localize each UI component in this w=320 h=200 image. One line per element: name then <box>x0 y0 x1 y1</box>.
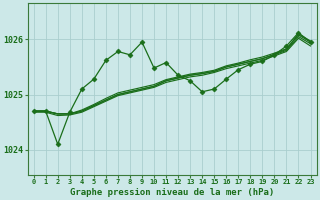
X-axis label: Graphe pression niveau de la mer (hPa): Graphe pression niveau de la mer (hPa) <box>70 188 274 197</box>
